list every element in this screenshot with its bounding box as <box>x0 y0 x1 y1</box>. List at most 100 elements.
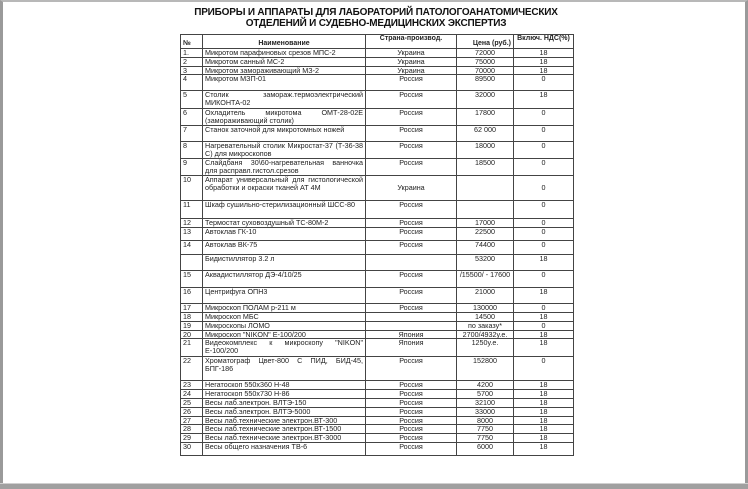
row-vat: 0 <box>513 125 574 143</box>
table-row: 3 Микротом замораживающий МЗ-2 Украина 7000… <box>180 65 574 76</box>
row-name: Автоклав ГК-10 <box>202 227 366 242</box>
row-name: Весы лаб.электрон. ВЛТЭ-150 <box>202 397 366 408</box>
row-price: 21000 <box>456 287 514 305</box>
row-country: Украина <box>365 56 457 67</box>
row-price: 5700 <box>456 389 514 399</box>
table-row: 1. Микротом парафиновых срезов МПС-2 Украи… <box>180 48 574 58</box>
row-country: Россия <box>365 389 457 399</box>
table-row: 26 Весы лаб.электрон. ВЛТЭ-5000 Россия 3300… <box>180 406 574 417</box>
row-num: 15 <box>180 270 203 289</box>
row-price: 7750 <box>456 424 514 435</box>
row-vat: 0 <box>513 356 574 382</box>
row-country: Россия <box>365 90 457 110</box>
row-num <box>180 254 203 272</box>
row-num: 4 <box>180 74 203 92</box>
row-num: 2 <box>180 56 203 67</box>
row-price: /15500/ - 17600 <box>456 270 514 289</box>
row-country: Россия <box>365 415 457 426</box>
row-price: 22500 <box>456 227 514 242</box>
row-name: Микротом парафиновых срезов МПС-2 <box>202 48 366 58</box>
header-vat: Включ. НДС(%) <box>513 34 574 49</box>
row-vat: 18 <box>513 397 574 408</box>
row-vat: 18 <box>513 338 574 358</box>
row-price: 2700/4932у.е. <box>456 329 514 340</box>
row-price: 6000 <box>456 441 514 456</box>
table-row: 17 Микроскоп ПОЛАМ р-211 м Россия 130000 0 <box>180 303 574 313</box>
row-vat: 0 <box>513 108 574 127</box>
row-country: Россия <box>365 303 457 313</box>
row-country: Япония <box>365 329 457 340</box>
row-name: Микротом замораживающий МЗ-2 <box>202 65 366 76</box>
row-name: Центрифуга ОПН3 <box>202 287 366 305</box>
price-table: № Наименование Страна-производ. Цена (ру… <box>180 34 574 456</box>
row-country: Россия <box>365 380 457 391</box>
row-price: 1250у.е. <box>456 338 514 358</box>
row-vat: 18 <box>513 48 574 58</box>
row-name: Весы лаб.технические электрон.ВТ-300 <box>202 415 366 426</box>
row-country: Россия <box>365 441 457 456</box>
row-num: 27 <box>180 415 203 426</box>
row-price: 62 000 <box>456 125 514 143</box>
row-vat: 18 <box>513 415 574 426</box>
row-vat: 18 <box>513 65 574 76</box>
row-country: Россия <box>365 433 457 443</box>
row-num: 14 <box>180 240 203 256</box>
row-country: Россия <box>365 356 457 382</box>
row-country: Россия <box>365 227 457 242</box>
row-name: Охладитель микротома ОМТ-28-02Е (замораж… <box>202 108 366 127</box>
row-name: Весы лаб.технические электрон.ВТ-1500 <box>202 424 366 435</box>
title-line-2: ОТДЕЛЕНИЙ И СУДЕБНО-МЕДИЦИНСКИХ ЭКСПЕРТИ… <box>245 18 507 29</box>
row-price: 4200 <box>456 380 514 391</box>
row-vat: 18 <box>513 406 574 417</box>
table-row: 11 Шкаф сушильно-стерилизационный ШСС-80 Р… <box>180 200 574 220</box>
row-num: 30 <box>180 441 203 456</box>
row-num: 1. <box>180 48 203 58</box>
row-vat: 18 <box>513 389 574 399</box>
table-row: 10 Аппарат универсальный для гистологичес… <box>180 175 574 202</box>
row-name: Негатоскоп 550х360 Н-48 <box>202 380 366 391</box>
document-title: ПРИБОРЫ И АППАРАТЫ ДЛЯ ЛАБОРАТОРИЙ ПАТОЛ… <box>126 7 626 29</box>
row-num: 24 <box>180 389 203 399</box>
row-num: 20 <box>180 329 203 340</box>
row-vat: 0 <box>513 158 574 177</box>
row-name: Нагревательный столик Микростат-37 (Т-36… <box>202 141 366 160</box>
row-vat: 18 <box>513 424 574 435</box>
row-num: 3 <box>180 65 203 76</box>
row-num: 5 <box>180 90 203 110</box>
row-price: 53200 <box>456 254 514 272</box>
row-price: 18000 <box>456 141 514 160</box>
row-name: Шкаф сушильно-стерилизационный ШСС-80 <box>202 200 366 220</box>
header-price: Цена (руб.) <box>456 34 514 49</box>
row-num: 8 <box>180 141 203 160</box>
row-name: Слайдбаня 30\60-нагревательная ванночка … <box>202 158 366 177</box>
row-vat: 18 <box>513 329 574 340</box>
row-num: 25 <box>180 397 203 408</box>
row-vat: 18 <box>513 433 574 443</box>
row-country: Россия <box>365 158 457 177</box>
row-name: Микроскоп "NIKON" Е-100/200 <box>202 329 366 340</box>
row-vat: 18 <box>513 287 574 305</box>
table-row: 22 Хроматограф Цвет-800 С ПИД, БИД-45, БП… <box>180 356 574 382</box>
row-name: Бидистиллятор 3.2 л <box>202 254 366 272</box>
row-num: 28 <box>180 424 203 435</box>
row-country: Россия <box>365 240 457 256</box>
row-name: Весы лаб.технические электрон.ВТ-3000 <box>202 433 366 443</box>
row-country: Украина <box>365 175 457 202</box>
row-vat: 18 <box>513 380 574 391</box>
row-country: Россия <box>365 270 457 289</box>
table-row: Бидистиллятор 3.2 л 53200 18 <box>180 254 574 272</box>
row-country: Россия <box>365 397 457 408</box>
row-vat: 0 <box>513 227 574 242</box>
table-row: 23 Негатоскоп 550х360 Н-48 Россия 4200 18 <box>180 380 574 391</box>
table-row: 20 Микроскоп "NIKON" Е-100/200 Япония 2700/… <box>180 329 574 340</box>
row-name: Весы лаб.электрон. ВЛТЭ-5000 <box>202 406 366 417</box>
row-vat: 0 <box>513 218 574 229</box>
row-num: 7 <box>180 125 203 143</box>
row-num: 16 <box>180 287 203 305</box>
table-row: 6 Охладитель микротома ОМТ-28-02Е (замора… <box>180 108 574 127</box>
row-country: Россия <box>365 108 457 127</box>
row-price: 18500 <box>456 158 514 177</box>
row-country: Россия <box>365 424 457 435</box>
table-row: 27 Весы лаб.технические электрон.ВТ-300 Ро… <box>180 415 574 426</box>
